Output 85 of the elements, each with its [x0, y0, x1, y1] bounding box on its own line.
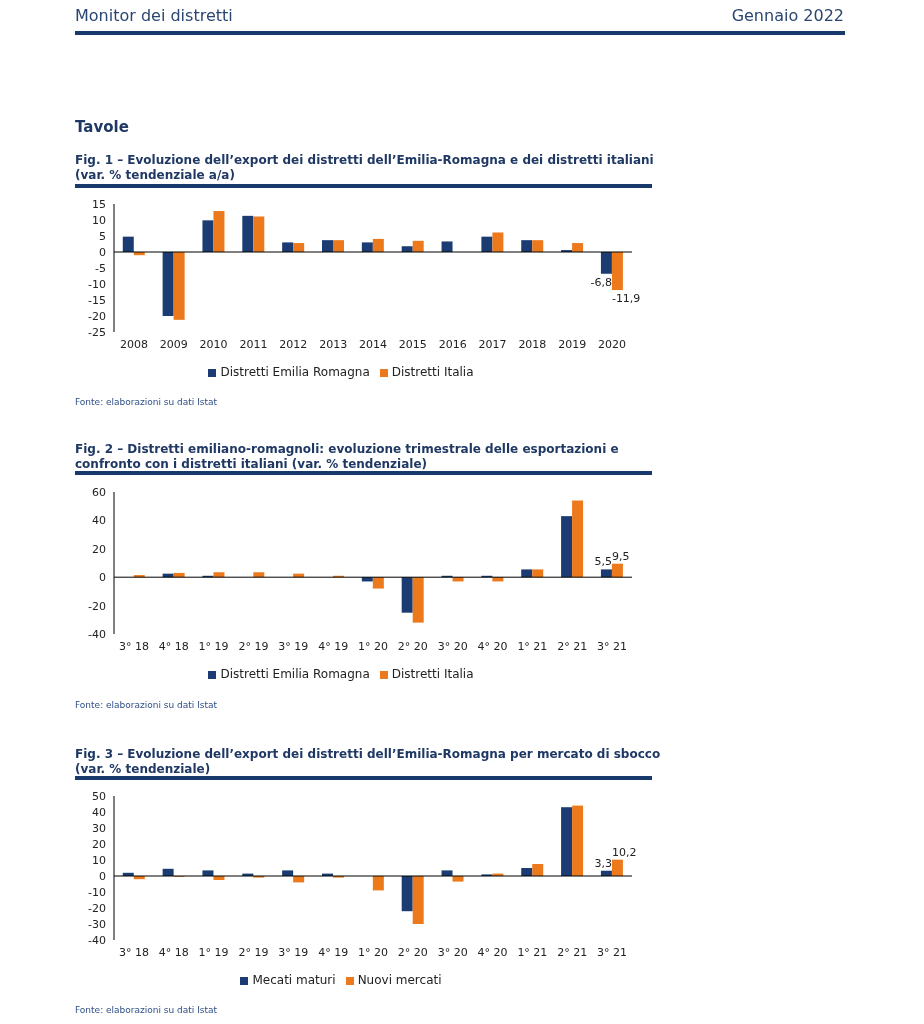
legend-label: Distretti Italia: [391, 667, 474, 681]
x-tick-label: 3° 21: [597, 639, 628, 653]
x-tick-label: 2019: [558, 337, 587, 351]
data-label: -11,9: [611, 292, 641, 306]
y-tick-label: 40: [92, 805, 106, 819]
x-tick-label: 2° 21: [557, 639, 588, 653]
source-note: Fonte: elaborazioni su dati Istat: [75, 397, 218, 407]
y-tick-label: 15: [92, 197, 106, 211]
x-tick-label: 2009: [159, 337, 188, 351]
x-tick-label: 1° 19: [198, 639, 229, 653]
y-tick-label: 20: [92, 837, 106, 851]
y-tick-label: -20: [88, 309, 106, 323]
x-tick-label: 4° 18: [158, 639, 189, 653]
source-note: Fonte: elaborazioni su dati Istat: [75, 1005, 218, 1015]
x-tick-label: 2013: [319, 337, 348, 351]
x-tick-label: 2° 20: [397, 945, 428, 959]
data-label: 10,2: [611, 845, 637, 859]
x-tick-label: 3° 20: [437, 945, 468, 959]
text: Monitor dei distretti: [75, 6, 233, 25]
chart-title: Fig. 2 – Distretti emiliano-romagnoli: evoluzione trimestrale delle esportazioni e confronto con i distretti italiani (var. % tendenziale): [75, 442, 619, 471]
y-tick-label: 10: [92, 213, 106, 227]
x-tick-label: 2015: [398, 337, 427, 351]
x-tick-label: 3° 19: [278, 639, 309, 653]
legend-label: Distretti Emilia Romagna: [220, 667, 370, 681]
x-tick-label: 2008: [119, 337, 148, 351]
y-tick-label: -40: [88, 933, 106, 947]
x-tick-label: 2014: [359, 337, 387, 351]
x-tick-label: 2010: [199, 337, 228, 351]
y-tick-label: -10: [88, 885, 106, 899]
y-tick-label: -15: [88, 293, 106, 307]
legend-label: Mecati maturi: [252, 973, 336, 987]
x-tick-label: 4° 19: [318, 639, 349, 653]
text: Gennaio 2022: [731, 6, 844, 25]
y-tick-label: 20: [92, 542, 106, 556]
y-tick-label: 50: [92, 789, 106, 803]
x-tick-label: 1° 20: [358, 945, 388, 959]
y-tick-label: -25: [88, 325, 106, 339]
x-tick-label: 3° 21: [597, 945, 628, 959]
legend-label: Nuovi mercati: [357, 973, 442, 987]
legend-label: Distretti Italia: [391, 365, 474, 379]
y-tick-label: 10: [92, 853, 106, 867]
data-label: 3,3: [594, 856, 612, 870]
x-tick-label: 2016: [438, 337, 467, 351]
y-tick-label: -10: [88, 277, 106, 291]
y-tick-label: -20: [88, 901, 106, 915]
x-tick-label: 1° 19: [198, 945, 229, 959]
text: Tavole: [75, 118, 129, 136]
chart-title: Fig. 1 – Evoluzione dell’export dei distretti dell’Emilia-Romagna e dei distretti italiani (var. % tendenziale a/a): [75, 153, 654, 182]
source-note: Fonte: elaborazioni su dati Istat: [75, 700, 218, 710]
x-tick-label: 2012: [279, 337, 308, 351]
x-tick-label: 2° 21: [557, 945, 588, 959]
y-tick-label: 60: [92, 485, 106, 499]
x-tick-label: 3° 18: [118, 945, 149, 959]
x-tick-label: 1° 21: [517, 639, 548, 653]
data-label: 9,5: [611, 549, 630, 563]
y-tick-label: -40: [88, 627, 106, 641]
x-tick-label: 4° 18: [158, 945, 189, 959]
x-tick-label: 3° 18: [118, 639, 149, 653]
x-tick-label: 1° 20: [358, 639, 388, 653]
x-tick-label: 4° 20: [477, 639, 508, 653]
y-tick-label: -30: [88, 917, 106, 931]
x-tick-label: 1° 21: [517, 945, 548, 959]
data-label: 5,5: [594, 555, 612, 569]
x-tick-label: 3° 20: [437, 639, 468, 653]
x-tick-label: 2020: [598, 337, 627, 351]
x-tick-label: 2011: [239, 337, 268, 351]
y-tick-label: -20: [88, 599, 106, 613]
y-tick-label: 40: [92, 514, 106, 528]
chart-title: Fig. 3 – Evoluzione dell’export dei distretti dell’Emilia-Romagna per mercato di sbocco (var. % tendenziale): [75, 747, 661, 776]
x-tick-label: 4° 20: [477, 945, 508, 959]
y-tick-label: -5: [95, 261, 106, 275]
y-tick-label: 0: [99, 571, 106, 585]
x-tick-label: 3° 19: [278, 945, 309, 959]
x-tick-label: 4° 19: [318, 945, 349, 959]
legend-label: Distretti Emilia Romagna: [220, 365, 370, 379]
x-tick-label: 2° 20: [397, 639, 428, 653]
y-tick-label: 0: [99, 869, 106, 883]
x-tick-label: 2017: [478, 337, 507, 351]
y-tick-label: 30: [92, 821, 106, 835]
data-label: -6,8: [590, 275, 612, 289]
y-tick-label: 5: [99, 229, 106, 243]
y-tick-label: 0: [99, 245, 106, 259]
x-tick-label: 2018: [518, 337, 547, 351]
x-tick-label: 2° 19: [238, 639, 269, 653]
x-tick-label: 2° 19: [238, 945, 269, 959]
